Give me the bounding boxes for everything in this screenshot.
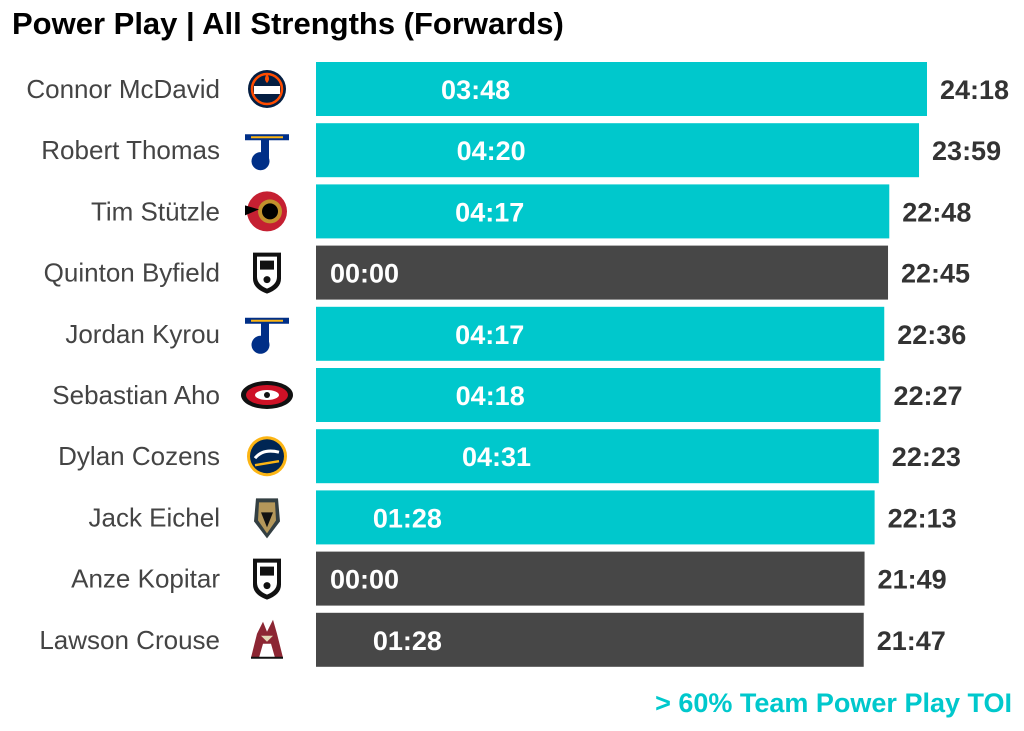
blues-logo-icon — [245, 134, 289, 171]
player-name-label: Lawson Crouse — [39, 625, 220, 655]
total-toi-label: 22:27 — [893, 381, 962, 411]
bar — [316, 62, 927, 116]
total-toi-label: 22:45 — [901, 259, 970, 289]
powerplay-toi-label: 04:31 — [462, 442, 531, 472]
bar-row: Sebastian Aho 04:18 22:27 — [52, 368, 963, 422]
powerplay-toi-label: 04:18 — [456, 381, 525, 411]
player-name-label: Jack Eichel — [89, 502, 221, 532]
kings-logo-icon — [253, 252, 281, 294]
sabres-logo-icon — [247, 436, 287, 477]
chart-title: Power Play | All Strengths (Forwards) — [12, 6, 564, 41]
total-toi-label: 24:18 — [940, 75, 1009, 105]
bar-row: Jack Eichel 01:28 22:13 — [89, 490, 957, 545]
coyotes-logo-icon — [251, 619, 283, 659]
senators-logo-icon — [245, 191, 287, 232]
chart-rows: Connor McDavid 03:48 24:18 Robert Thomas 04:… — [26, 62, 1009, 667]
total-toi-label: 23:59 — [932, 136, 1001, 166]
hurricanes-logo-icon — [241, 381, 293, 409]
bar-row: Robert Thomas 04:20 23:59 — [41, 123, 1001, 178]
powerplay-toi-label: 04:17 — [455, 320, 524, 350]
player-name-label: Connor McDavid — [26, 74, 220, 104]
player-name-label: Quinton Byfield — [44, 258, 220, 288]
total-toi-label: 22:23 — [892, 442, 961, 472]
bar — [316, 123, 920, 178]
player-name-label: Tim Stützle — [91, 196, 220, 226]
bar — [316, 551, 865, 606]
bar-row: Connor McDavid 03:48 24:18 — [26, 62, 1009, 116]
powerplay-toi-label: 04:20 — [457, 136, 526, 166]
powerplay-toi-label: 00:00 — [330, 565, 399, 595]
player-name-label: Sebastian Aho — [52, 380, 220, 410]
legend-annotation: > 60% Team Power Play TOI — [655, 688, 1012, 718]
powerplay-toi-label: 03:48 — [441, 75, 510, 105]
bar — [316, 368, 881, 422]
bar-row: Tim Stützle 04:17 22:48 — [91, 184, 971, 239]
golden-knights-logo-icon — [254, 498, 280, 539]
powerplay-toi-label: 00:00 — [330, 259, 399, 289]
player-name-label: Anze Kopitar — [71, 564, 220, 594]
bar — [316, 245, 889, 300]
blues-logo-icon — [245, 317, 289, 354]
powerplay-toi-label: 01:28 — [373, 503, 442, 533]
player-name-label: Jordan Kyrou — [65, 319, 220, 349]
powerplay-toi-label: 04:17 — [455, 197, 524, 227]
total-toi-label: 22:13 — [888, 503, 957, 533]
bar — [316, 612, 864, 667]
bar — [316, 490, 875, 545]
bar — [316, 184, 890, 239]
bar-row: Anze Kopitar 00:00 21:49 — [71, 551, 947, 606]
oilers-logo-icon — [248, 70, 286, 108]
total-toi-label: 22:48 — [902, 197, 971, 227]
bar-row: Jordan Kyrou 04:17 22:36 — [65, 306, 966, 361]
total-toi-label: 21:49 — [878, 565, 947, 595]
bar-row: Dylan Cozens 04:31 22:23 — [58, 429, 961, 484]
bar-row: Lawson Crouse 01:28 21:47 — [39, 612, 946, 667]
powerplay-toi-label: 01:28 — [373, 626, 442, 656]
player-name-label: Dylan Cozens — [58, 441, 220, 471]
bar — [316, 429, 879, 484]
total-toi-label: 21:47 — [877, 626, 946, 656]
bar — [316, 306, 885, 361]
total-toi-label: 22:36 — [897, 320, 966, 350]
bar-row: Quinton Byfield 00:00 22:45 — [44, 245, 970, 300]
kings-logo-icon — [253, 558, 281, 600]
player-name-label: Robert Thomas — [41, 135, 220, 165]
